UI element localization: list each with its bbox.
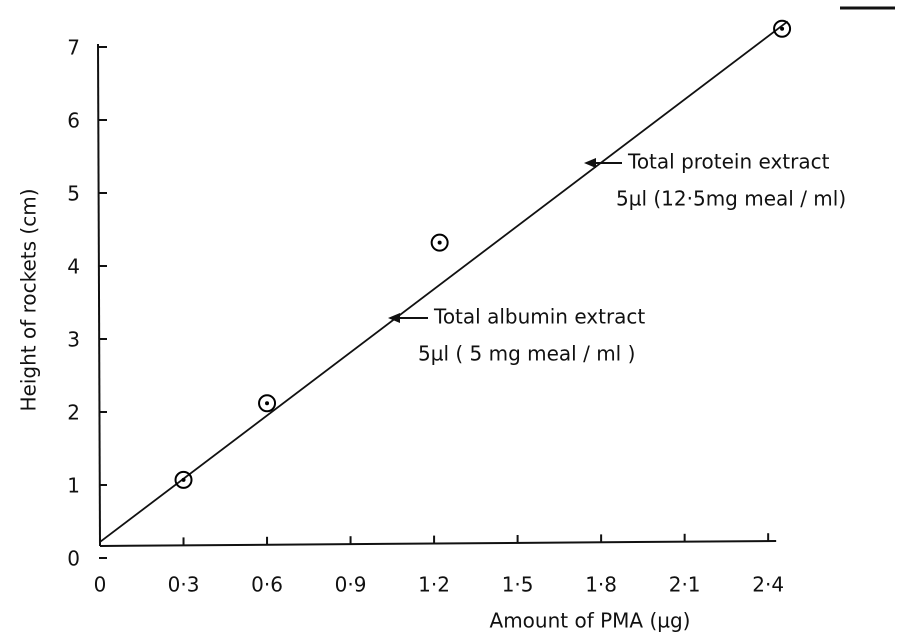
- annotation: Total protein extract: [627, 150, 830, 174]
- y-tick-label: 2: [67, 401, 80, 425]
- annotation: 5µl ( 5 mg meal / ml ): [418, 342, 635, 366]
- annotation: Total albumin extract: [433, 305, 645, 329]
- data-point-center: [780, 26, 785, 31]
- data-point: [773, 19, 792, 38]
- x-tick-label: 0·6: [251, 573, 283, 597]
- x-tick-label: 2·4: [752, 573, 784, 597]
- data-point: [174, 470, 193, 489]
- x-tick-label: 0: [94, 573, 107, 597]
- x-tick-label: 1·8: [585, 573, 617, 597]
- data-point: [258, 394, 277, 413]
- annotation-arrow: [388, 158, 622, 323]
- annotation: 5µl (12·5mg meal / ml): [616, 187, 846, 211]
- x-axis: [99, 540, 777, 547]
- y-tick-label: 7: [67, 36, 80, 60]
- y-tick-label: 6: [67, 109, 80, 133]
- y-tick-label: 0: [67, 547, 80, 571]
- y-tick-label: 1: [67, 474, 80, 498]
- x-tick-label: 0·9: [335, 573, 367, 597]
- y-tick-label: 4: [67, 255, 80, 279]
- data-point-center: [265, 401, 270, 406]
- data-point: [430, 233, 449, 252]
- x-tick-label: 0·3: [168, 573, 200, 597]
- x-tick-label: 1·5: [502, 573, 534, 597]
- x-axis-label: Amount of PMA (µg): [490, 609, 691, 633]
- y-axis-label: Height of rockets (cm): [17, 189, 41, 412]
- data-point-center: [437, 240, 442, 245]
- y-tick-label: 3: [67, 328, 80, 352]
- x-tick-label: 2·1: [669, 573, 701, 597]
- data-point-center: [181, 477, 186, 482]
- y-tick-label: 5: [67, 182, 80, 206]
- x-tick-label: 1·2: [418, 573, 450, 597]
- y-axis: [97, 43, 101, 547]
- fit-line: [99, 20, 789, 543]
